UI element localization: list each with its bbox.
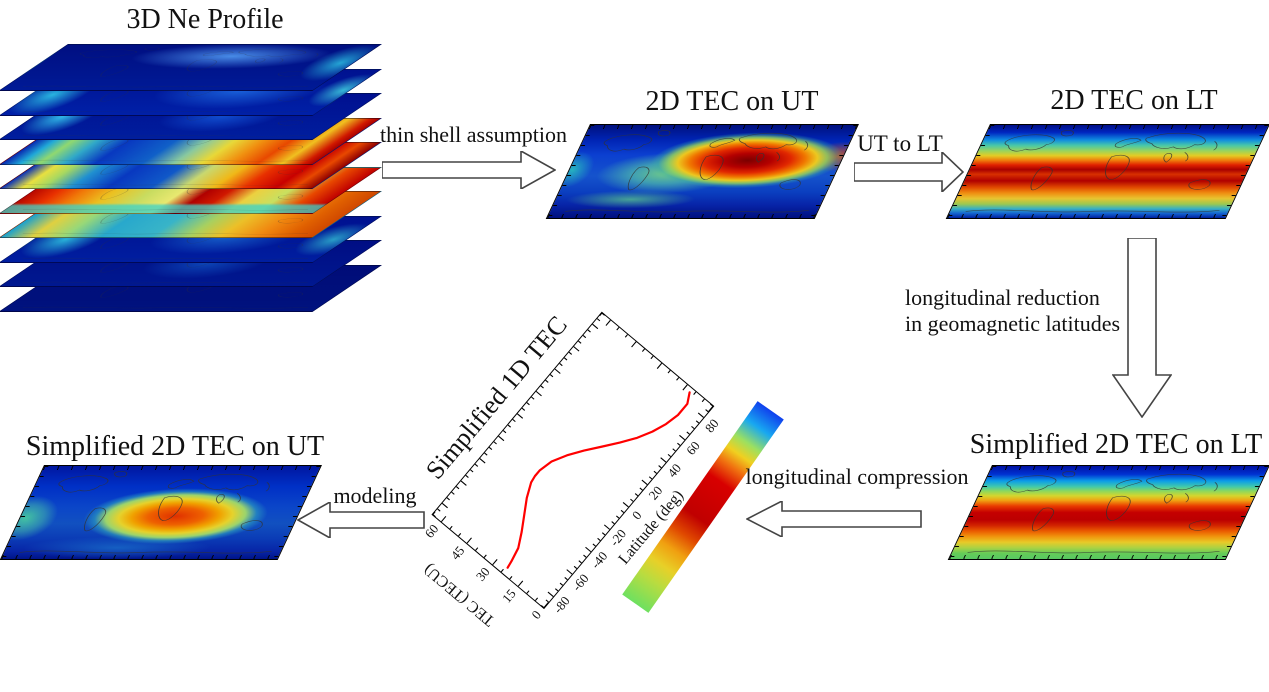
map-2d-tec-ut <box>545 124 859 219</box>
tec-lt-title: 2D TEC on LT <box>1050 85 1218 116</box>
plot-axes-box <box>431 311 715 610</box>
map-2d-tec-lt <box>945 124 1269 219</box>
modeling-label: modeling <box>333 483 417 508</box>
continents-outline <box>18 471 310 554</box>
simplified-ut-title: Simplified 2D TEC on UT <box>25 431 325 462</box>
compression-left-arrow-icon <box>746 501 922 537</box>
y-tick-label: 0 <box>528 607 545 622</box>
thin-shell-label: thin shell assumption <box>380 122 567 147</box>
reduction-label: longitudinal reduction in geomagnetic la… <box>905 285 1120 337</box>
axis-ticks <box>432 312 714 609</box>
simplified-lt-title: Simplified 2D TEC on LT <box>969 429 1263 460</box>
modeling-left-arrow-icon <box>297 502 425 538</box>
stack-title: 3D Ne Profile <box>126 4 284 35</box>
thin-shell-arrow-icon <box>382 151 556 189</box>
continents-outline <box>564 130 847 213</box>
compression-label: longitudinal compression <box>745 464 969 489</box>
tec-curve <box>506 391 691 569</box>
map-simplified-2d-tec-lt <box>947 465 1269 560</box>
ut-to-lt-label: UT to LT <box>857 131 943 156</box>
reduction-label-line1: longitudinal reduction <box>905 285 1100 310</box>
ut-to-lt-arrow-icon <box>854 152 964 192</box>
reduction-down-arrow-icon <box>1112 238 1172 418</box>
continents-outline <box>966 471 1258 554</box>
tec-ut-title: 2D TEC on UT <box>645 86 819 117</box>
map-simplified-2d-tec-ut <box>0 465 322 560</box>
reduction-label-line2: in geomagnetic latitudes <box>905 311 1121 336</box>
continents-outline <box>964 130 1258 213</box>
simplified-1d-tec-plot: Simplified 1D TEC -80 -60 -40 -20 0 20 40 60 80 … <box>337 212 806 692</box>
